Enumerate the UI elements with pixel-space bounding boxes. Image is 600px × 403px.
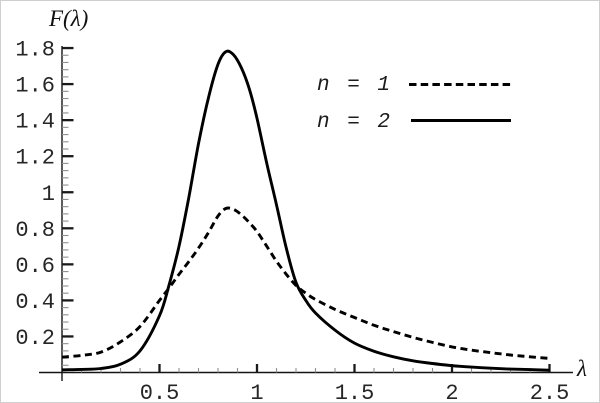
y-tick-label: 0.4 xyxy=(15,290,55,315)
axes-layer: 0.5 1 1.5 2 2.5 0.2 0.4 0.6 0.8 1 1.2 1.4 1.6 1.8 xyxy=(15,38,573,403)
legend-label-n2: n = 2 xyxy=(317,111,393,134)
legend-label-n1: n = 1 xyxy=(317,74,393,97)
y-tick-label: 0.2 xyxy=(15,326,55,351)
y-axis-title: F(λ) xyxy=(48,6,88,31)
x-tick-label: 1.5 xyxy=(335,381,375,403)
curve-n=2 xyxy=(61,49,550,372)
y-tick-label: 1.4 xyxy=(15,110,55,135)
x-tick-label: 1 xyxy=(250,381,263,403)
y-tick-label: 0.8 xyxy=(15,218,55,243)
curves-layer xyxy=(61,49,550,372)
curve-n=1 xyxy=(61,206,550,360)
y-tick-label: 1.2 xyxy=(15,146,55,171)
x-axis-title: λ xyxy=(576,356,587,381)
y-tick-label: 0.6 xyxy=(15,254,55,279)
x-tick-label: 2 xyxy=(445,381,458,403)
y-tick-label: 1.6 xyxy=(15,74,55,99)
y-tick-label: 1 xyxy=(42,182,55,207)
legend: n = 1 n = 2 xyxy=(317,74,511,134)
y-tick-label: 1.8 xyxy=(15,38,55,63)
x-tick-label: 2.5 xyxy=(530,381,570,403)
x-tick-label: 0.5 xyxy=(140,381,180,403)
